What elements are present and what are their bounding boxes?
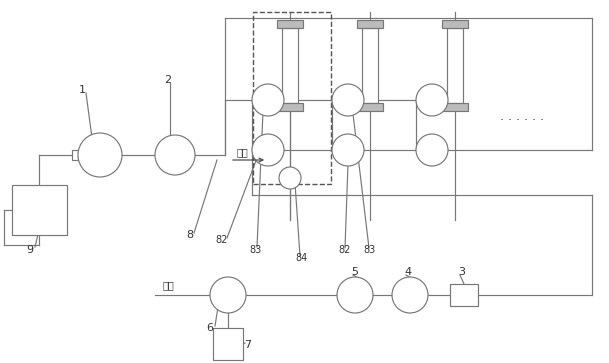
Circle shape	[78, 133, 122, 177]
Text: 3: 3	[459, 267, 465, 277]
Text: 8: 8	[186, 230, 194, 240]
Circle shape	[155, 135, 195, 175]
Bar	[282, 28, 298, 103]
Circle shape	[332, 84, 364, 116]
Bar	[357, 20, 383, 28]
Bar	[450, 284, 478, 306]
Text: 废液: 废液	[162, 280, 174, 290]
Bar	[12, 185, 67, 235]
Circle shape	[337, 277, 373, 313]
Text: · · · · · ·: · · · · · ·	[500, 114, 544, 126]
Bar	[362, 28, 378, 103]
Text: 5: 5	[351, 267, 359, 277]
Bar	[72, 150, 78, 160]
Circle shape	[252, 84, 284, 116]
Text: 9: 9	[26, 245, 33, 255]
Text: 83: 83	[249, 245, 261, 255]
Bar	[277, 103, 303, 111]
Text: 6: 6	[206, 323, 214, 333]
Text: 83: 83	[364, 245, 376, 255]
FancyArrowPatch shape	[233, 158, 263, 162]
Bar	[357, 103, 383, 111]
Bar	[442, 103, 468, 111]
Circle shape	[210, 277, 246, 313]
Circle shape	[252, 134, 284, 166]
Bar	[277, 20, 303, 28]
Bar	[442, 20, 468, 28]
Text: 2: 2	[164, 75, 172, 85]
Circle shape	[392, 277, 428, 313]
Circle shape	[416, 134, 448, 166]
Text: 82: 82	[216, 235, 228, 245]
Text: 84: 84	[296, 253, 308, 263]
Bar	[213, 328, 243, 360]
Text: 4: 4	[404, 267, 412, 277]
Text: 7: 7	[244, 340, 252, 350]
Text: 1: 1	[79, 85, 85, 95]
Circle shape	[332, 134, 364, 166]
Circle shape	[416, 84, 448, 116]
Bar	[253, 12, 331, 184]
Circle shape	[279, 167, 301, 189]
Bar	[447, 28, 463, 103]
Text: 排废: 排废	[237, 147, 248, 157]
Text: 82: 82	[339, 245, 351, 255]
